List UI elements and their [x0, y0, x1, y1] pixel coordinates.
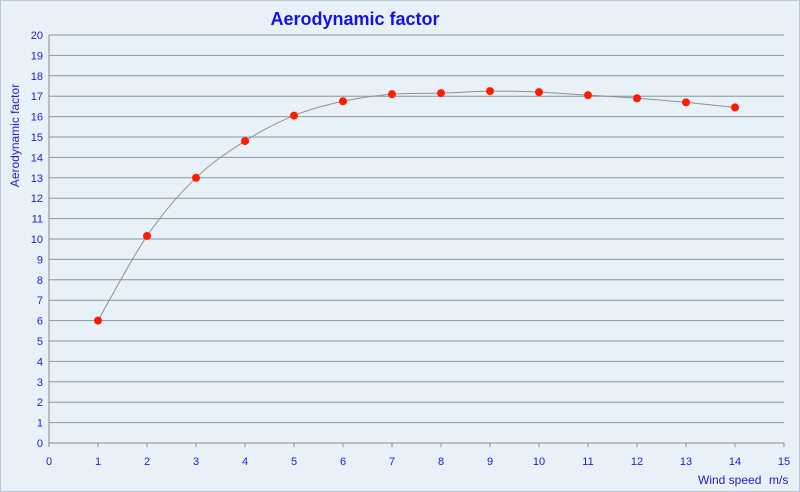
x-tick-label: 0 — [46, 456, 52, 468]
data-point — [290, 111, 298, 120]
x-tick-label: 13 — [680, 456, 692, 468]
y-tick-label: 2 — [37, 397, 43, 409]
x-tick-label: 2 — [144, 456, 150, 468]
y-tick-label: 5 — [37, 336, 43, 348]
y-tick-label: 13 — [31, 173, 43, 185]
x-tick-label: 9 — [487, 456, 493, 468]
y-tick-label: 12 — [31, 193, 43, 205]
x-tick-labels: 0 1 2 3 4 5 6 7 8 9 10 11 12 13 14 15 — [46, 456, 790, 468]
data-point — [192, 173, 200, 182]
series-layer — [94, 87, 739, 325]
x-axis-label: Wind speed — [698, 473, 761, 487]
data-point — [94, 316, 102, 325]
x-tick-label: 11 — [582, 456, 593, 468]
y-tick-label: 15 — [31, 132, 43, 144]
x-tick-label: 4 — [242, 456, 248, 468]
y-tick-label: 6 — [37, 316, 43, 328]
y-tick-label: 3 — [37, 377, 43, 389]
data-point — [143, 231, 151, 240]
y-tick-label: 0 — [37, 438, 43, 450]
y-axis-label: Aerodynamic factor — [8, 84, 22, 187]
x-tick-label: 12 — [631, 456, 643, 468]
data-point — [486, 87, 494, 96]
data-point — [437, 89, 445, 98]
y-tick-label: 4 — [37, 356, 43, 368]
x-tick-label: 7 — [389, 456, 395, 468]
x-tick-label: 5 — [291, 456, 297, 468]
data-point — [682, 98, 690, 107]
y-tick-label: 10 — [31, 234, 43, 246]
x-tick-label: 6 — [340, 456, 346, 468]
y-tick-label: 7 — [37, 295, 43, 307]
y-tick-label: 19 — [31, 50, 43, 62]
trend-line — [97, 90, 736, 321]
y-tick-label: 20 — [31, 30, 43, 42]
data-point — [339, 97, 347, 106]
x-tick-label: 15 — [778, 456, 790, 468]
axes — [48, 35, 785, 447]
y-tick-label: 1 — [37, 418, 43, 430]
y-tick-label: 17 — [31, 91, 43, 103]
x-tick-label: 1 — [95, 456, 101, 468]
y-tick-label: 16 — [31, 112, 43, 124]
y-tick-label: 11 — [32, 214, 43, 226]
data-point — [633, 94, 641, 103]
x-tick-label: 8 — [438, 456, 444, 468]
data-point — [241, 137, 249, 146]
data-point — [388, 90, 396, 99]
x-axis-unit: m/s — [769, 473, 788, 487]
y-tick-label: 18 — [31, 71, 43, 83]
data-point — [584, 91, 592, 100]
x-tick-label: 10 — [533, 456, 545, 468]
data-point — [535, 88, 543, 97]
data-point — [731, 103, 739, 112]
chart-title: Aerodynamic factor — [270, 9, 439, 29]
gridlines — [49, 34, 784, 424]
x-tick-label: 14 — [729, 456, 741, 468]
y-tick-label: 9 — [37, 254, 43, 266]
y-tick-label: 8 — [37, 275, 43, 287]
y-tick-label: 14 — [31, 152, 43, 164]
x-tick-label: 3 — [193, 456, 199, 468]
